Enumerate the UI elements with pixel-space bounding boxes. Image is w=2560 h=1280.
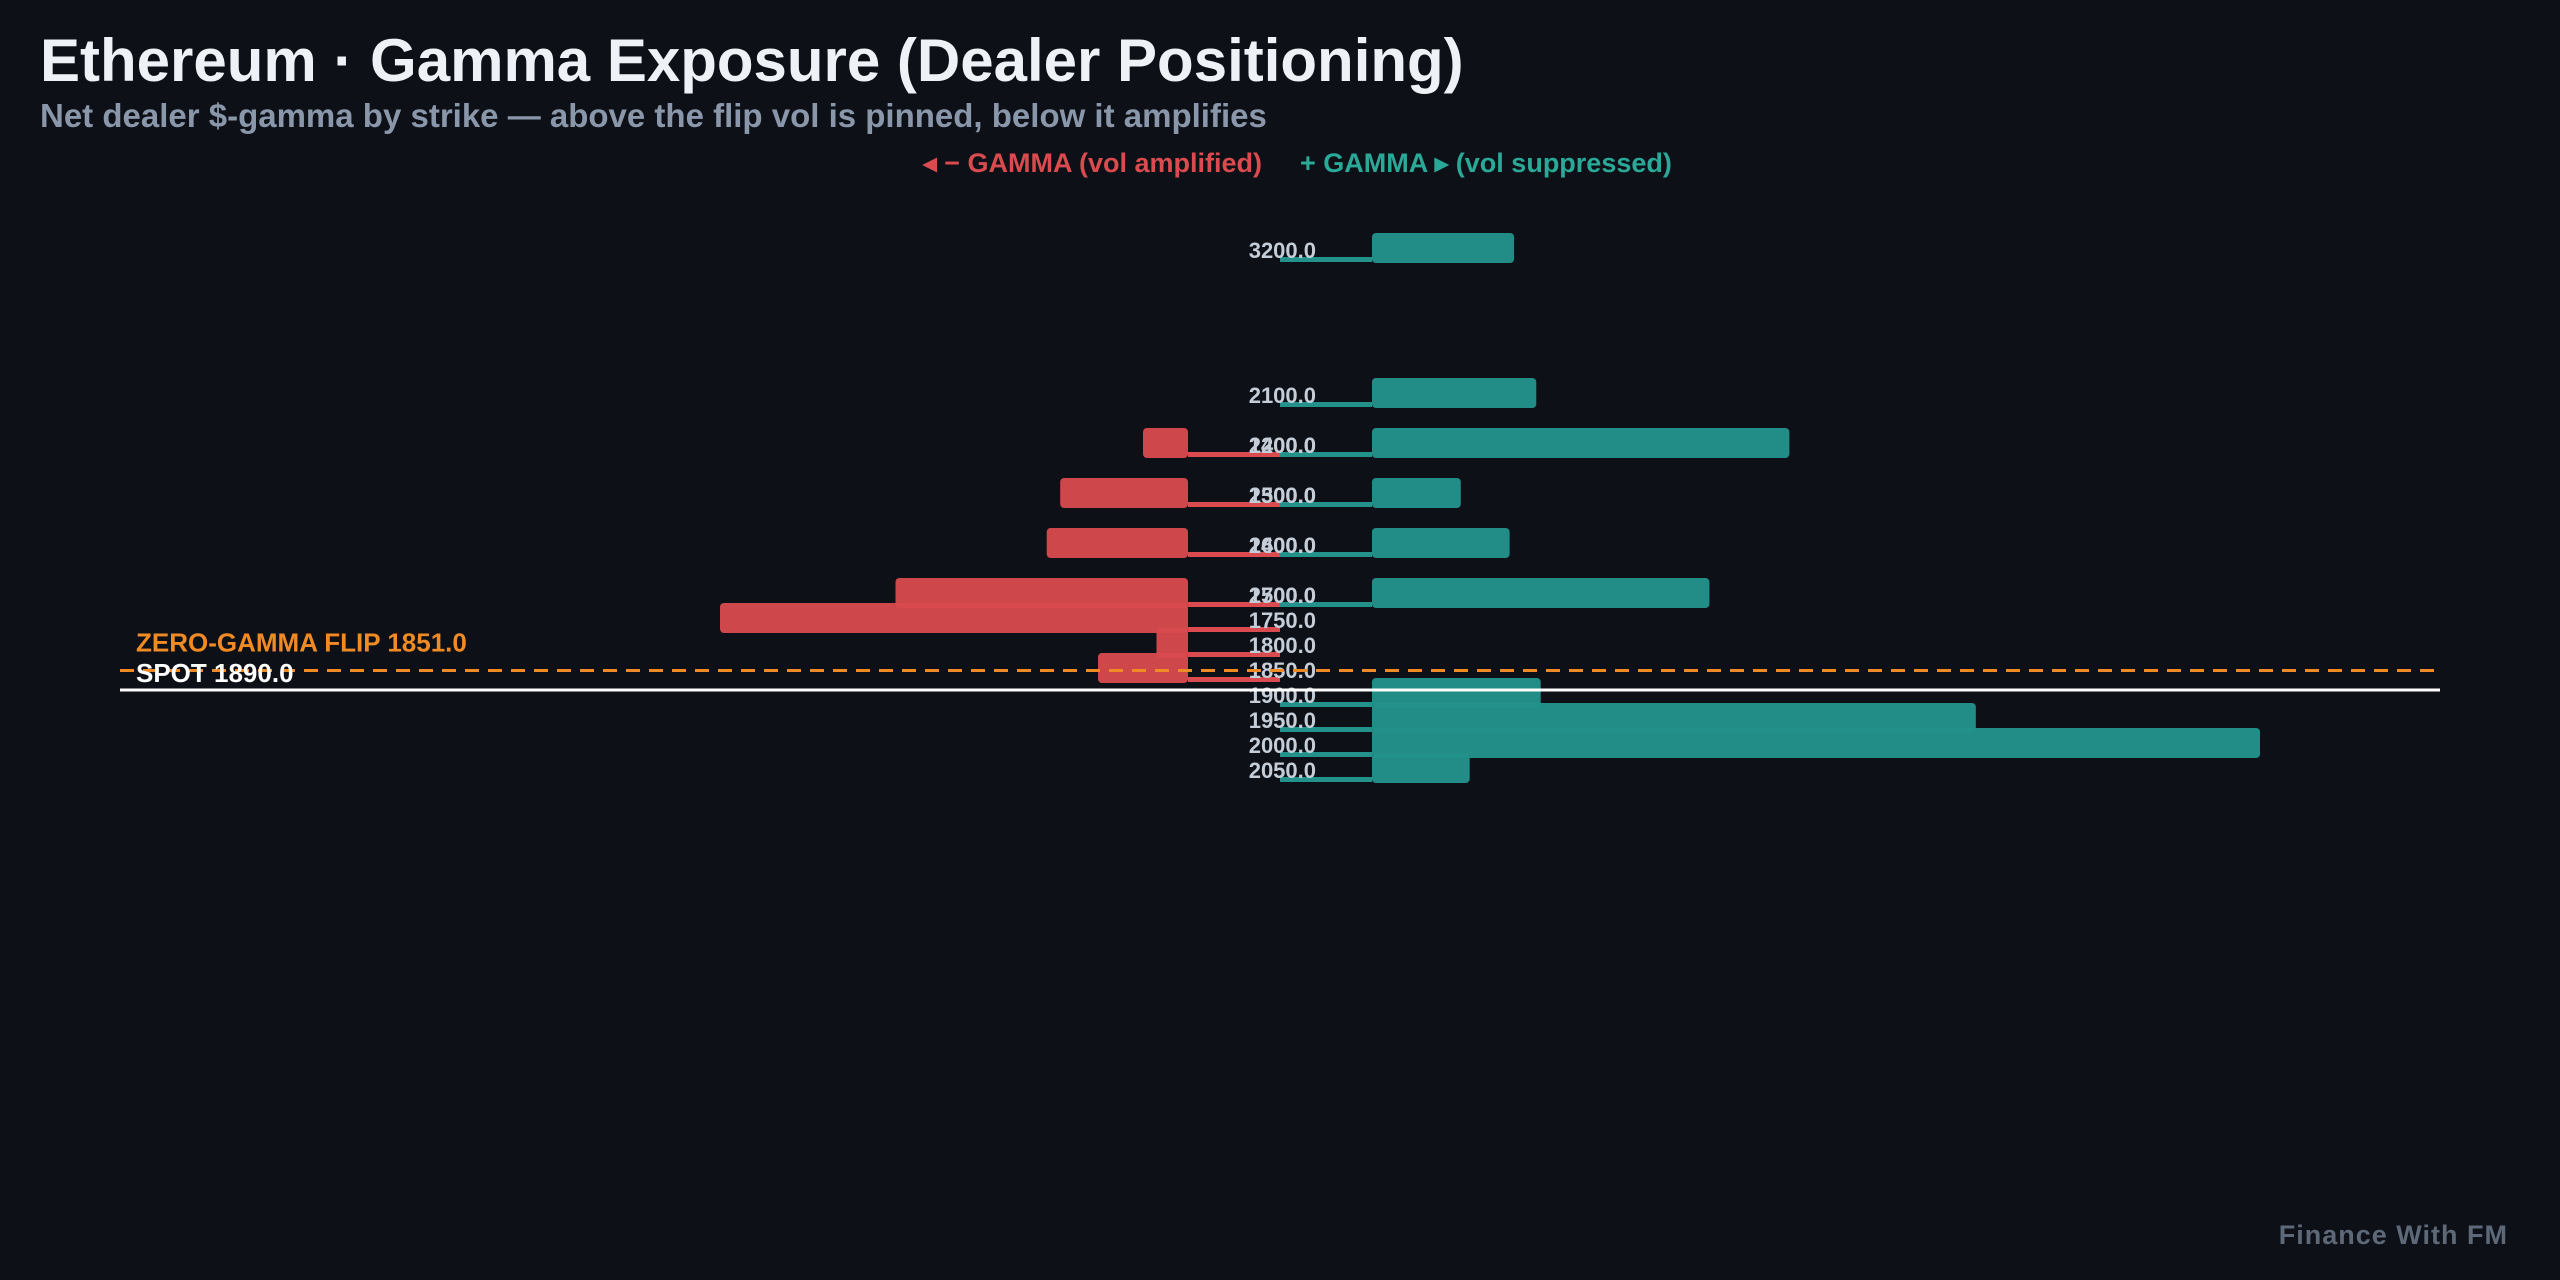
negative-gamma-stub-1600 — [1188, 552, 1280, 557]
positive-gamma-stub-2300 — [1280, 502, 1372, 507]
negative-gamma-stub-1400 — [1188, 452, 1280, 457]
strike-label-1700.0: 1700.0 — [1249, 583, 1316, 608]
positive-gamma-stub-3200 — [1280, 257, 1372, 262]
strike-label-2050.0: 2050.0 — [1249, 758, 1316, 783]
zero-gamma-flip-label: ZERO-GAMMA FLIP 1851.0 — [136, 628, 467, 658]
positive-gamma-stub-2100 — [1280, 402, 1372, 407]
positive-gamma-bar-3200 — [1372, 233, 1515, 263]
strike-label-2400.0: 2400.0 — [1249, 533, 1316, 558]
negative-gamma-stub-1700 — [1188, 602, 1280, 607]
positive-gamma-bar-2000 — [1372, 728, 2260, 758]
strike-label-1950.0: 1950.0 — [1249, 708, 1316, 733]
strike-label-1500.0: 1500.0 — [1249, 483, 1316, 508]
negative-gamma-bar-1850 — [1098, 653, 1188, 683]
strike-label-2200.0: 2200.0 — [1249, 433, 1316, 458]
positive-gamma-bar-2400 — [1372, 528, 1510, 558]
positive-gamma-bar-2200 — [1372, 428, 1790, 458]
negative-gamma-bar-1400 — [1143, 428, 1188, 458]
strike-label-1600.0: 1600.0 — [1249, 533, 1316, 558]
positive-gamma-stub-2400 — [1280, 552, 1372, 557]
negative-gamma-stub-1850 — [1188, 677, 1280, 682]
positive-gamma-stub-1900 — [1280, 702, 1372, 707]
spot-label: SPOT 1890.0 — [136, 658, 294, 688]
negative-gamma-stub-1800 — [1188, 652, 1280, 657]
negative-gamma-stub-1500 — [1188, 502, 1280, 507]
strike-label-1900.0: 1900.0 — [1249, 683, 1316, 708]
positive-gamma-bar-2100 — [1372, 378, 1537, 408]
page-title: Ethereum · Gamma Exposure (Dealer Positi… — [40, 27, 1464, 94]
strike-label-2000.0: 2000.0 — [1249, 733, 1316, 758]
legend-positive: + GAMMA ▸ (vol suppressed) — [1300, 148, 1672, 178]
positive-gamma-bar-1900 — [1372, 678, 1541, 708]
negative-gamma-bar-1700 — [895, 578, 1188, 608]
positive-gamma-bar-1950 — [1372, 703, 1976, 733]
negative-gamma-bar-1800 — [1156, 628, 1188, 658]
strike-label-3200.0: 3200.0 — [1249, 238, 1316, 263]
page-subtitle: Net dealer $-gamma by strike — above the… — [40, 97, 1267, 134]
negative-gamma-stub-1750 — [1188, 627, 1280, 632]
positive-gamma-stub-2500 — [1280, 602, 1372, 607]
positive-gamma-bar-2500 — [1372, 578, 1710, 608]
positive-gamma-stub-2200 — [1280, 452, 1372, 457]
negative-gamma-bar-1600 — [1046, 528, 1188, 558]
negative-gamma-bar-1750 — [720, 603, 1188, 633]
positive-gamma-stub-1950 — [1280, 727, 1372, 732]
strike-label-1400.0: 1400.0 — [1249, 433, 1316, 458]
strike-label-1750.0: 1750.0 — [1249, 608, 1316, 633]
negative-gamma-bar-1500 — [1060, 478, 1188, 508]
positive-gamma-bar-2050 — [1372, 753, 1470, 783]
positive-gamma-stub-2050 — [1280, 777, 1372, 782]
legend-negative: ◂ − GAMMA (vol amplified) — [922, 148, 1262, 178]
watermark: Finance With FM — [2278, 1220, 2508, 1250]
flip-label-background — [128, 624, 498, 661]
positive-gamma-stub-2000 — [1280, 752, 1372, 757]
strike-label-2500.0: 2500.0 — [1249, 583, 1316, 608]
strike-label-1800.0: 1800.0 — [1249, 633, 1316, 658]
positive-gamma-bar-2300 — [1372, 478, 1461, 508]
strike-label-2300.0: 2300.0 — [1249, 483, 1316, 508]
strike-label-2100.0: 2100.0 — [1249, 383, 1316, 408]
